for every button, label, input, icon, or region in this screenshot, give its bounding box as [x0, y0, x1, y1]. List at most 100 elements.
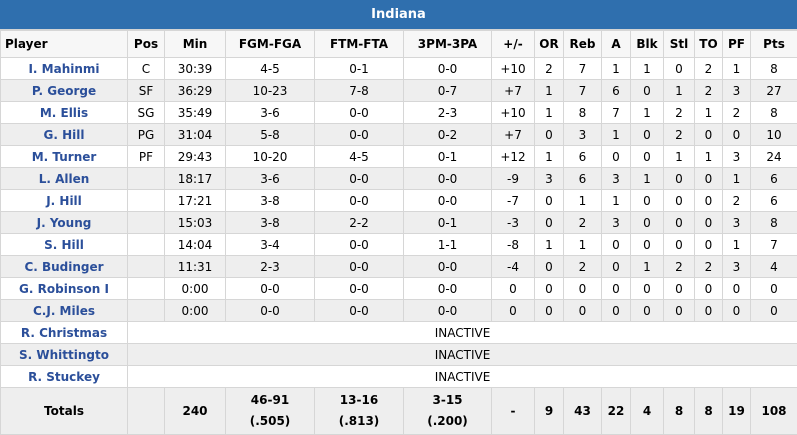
- off-reb-cell: 1: [535, 234, 564, 256]
- points-cell: 8: [751, 212, 797, 234]
- column-header-plus-minus: +/-: [492, 31, 535, 58]
- off-reb-cell: 1: [535, 146, 564, 168]
- blocks-cell: 1: [631, 168, 664, 190]
- fg-cell: 2-3: [226, 256, 315, 278]
- turnovers-cell: 0: [695, 124, 723, 146]
- ft-cell: 0-0: [315, 234, 404, 256]
- plus-minus-cell: -3: [492, 212, 535, 234]
- plus-minus-cell: -8: [492, 234, 535, 256]
- reb-cell: 0: [564, 278, 602, 300]
- off-reb-cell: 1: [535, 102, 564, 124]
- position-cell: SF: [128, 80, 165, 102]
- position-cell: PF: [128, 146, 165, 168]
- steals-cell: 1: [664, 146, 695, 168]
- turnovers-cell: 2: [695, 80, 723, 102]
- turnovers-cell: 0: [695, 278, 723, 300]
- player-name-link[interactable]: P. George: [1, 80, 128, 102]
- turnovers-cell: 0: [695, 300, 723, 322]
- ft-cell: 0-0: [315, 278, 404, 300]
- player-name-link[interactable]: M. Ellis: [1, 102, 128, 124]
- assists-cell: 0: [602, 256, 631, 278]
- assists-cell: 0: [602, 234, 631, 256]
- fg-cell: 3-6: [226, 168, 315, 190]
- reb-cell: 8: [564, 102, 602, 124]
- player-name-link[interactable]: C.J. Miles: [1, 300, 128, 322]
- turnovers-cell: 1: [695, 146, 723, 168]
- 3pt-cell: 0-0: [404, 190, 492, 212]
- blocks-cell: 1: [631, 256, 664, 278]
- fouls-cell: 3: [723, 80, 751, 102]
- player-name-link[interactable]: I. Mahinmi: [1, 58, 128, 80]
- position-cell: [128, 234, 165, 256]
- fg-cell: 3-6: [226, 102, 315, 124]
- reb-cell: 1: [564, 190, 602, 212]
- totals-label: Totals: [1, 388, 128, 435]
- 3pt-cell: 2-3: [404, 102, 492, 124]
- fouls-cell: 1: [723, 58, 751, 80]
- totals-ft-cell: 13-16(.813): [315, 388, 404, 435]
- plus-minus-cell: 0: [492, 300, 535, 322]
- 3pt-cell: 0-0: [404, 278, 492, 300]
- steals-cell: 0: [664, 190, 695, 212]
- fouls-cell: 3: [723, 256, 751, 278]
- totals-made-attempted: 46-91: [226, 390, 314, 411]
- player-name-link[interactable]: M. Turner: [1, 146, 128, 168]
- player-name-link[interactable]: S. Hill: [1, 234, 128, 256]
- off-reb-cell: 1: [535, 80, 564, 102]
- player-name-link[interactable]: R. Stuckey: [1, 366, 128, 388]
- player-name-link[interactable]: C. Budinger: [1, 256, 128, 278]
- column-header-pos: Pos: [128, 31, 165, 58]
- player-name-link[interactable]: R. Christmas: [1, 322, 128, 344]
- blocks-cell: 0: [631, 278, 664, 300]
- off-reb-cell: 0: [535, 190, 564, 212]
- plus-minus-cell: +12: [492, 146, 535, 168]
- points-cell: 0: [751, 278, 797, 300]
- turnovers-cell: 0: [695, 168, 723, 190]
- blocks-cell: 0: [631, 234, 664, 256]
- position-cell: C: [128, 58, 165, 80]
- reb-cell: 2: [564, 256, 602, 278]
- 3pt-cell: 0-1: [404, 212, 492, 234]
- fouls-cell: 0: [723, 278, 751, 300]
- player-name-link[interactable]: J. Young: [1, 212, 128, 234]
- turnovers-cell: 0: [695, 190, 723, 212]
- column-header-a: A: [602, 31, 631, 58]
- off-reb-cell: 0: [535, 124, 564, 146]
- reb-cell: 6: [564, 146, 602, 168]
- points-cell: 6: [751, 168, 797, 190]
- ft-cell: 7-8: [315, 80, 404, 102]
- blocks-cell: 0: [631, 124, 664, 146]
- totals-fouls-cell: 19: [723, 388, 751, 435]
- column-header-ftm-fta: FTM-FTA: [315, 31, 404, 58]
- player-name-link[interactable]: S. Whittingto: [1, 344, 128, 366]
- totals-minutes-cell: 240: [165, 388, 226, 435]
- blocks-cell: 1: [631, 102, 664, 124]
- plus-minus-cell: -9: [492, 168, 535, 190]
- 3pt-cell: 0-0: [404, 256, 492, 278]
- ft-cell: 0-0: [315, 190, 404, 212]
- player-name-link[interactable]: G. Robinson I: [1, 278, 128, 300]
- player-name-link[interactable]: G. Hill: [1, 124, 128, 146]
- fg-cell: 0-0: [226, 278, 315, 300]
- column-header-reb: Reb: [564, 31, 602, 58]
- blocks-cell: 0: [631, 146, 664, 168]
- player-name-link[interactable]: J. Hill: [1, 190, 128, 212]
- inactive-status: INACTIVE: [128, 344, 797, 366]
- blocks-cell: 0: [631, 190, 664, 212]
- player-name-link[interactable]: L. Allen: [1, 168, 128, 190]
- team-title: Indiana: [0, 0, 797, 30]
- 3pt-cell: 1-1: [404, 234, 492, 256]
- minutes-cell: 0:00: [165, 300, 226, 322]
- totals-assists-cell: 22: [602, 388, 631, 435]
- plus-minus-cell: -7: [492, 190, 535, 212]
- column-header-stl: Stl: [664, 31, 695, 58]
- position-cell: SG: [128, 102, 165, 124]
- assists-cell: 6: [602, 80, 631, 102]
